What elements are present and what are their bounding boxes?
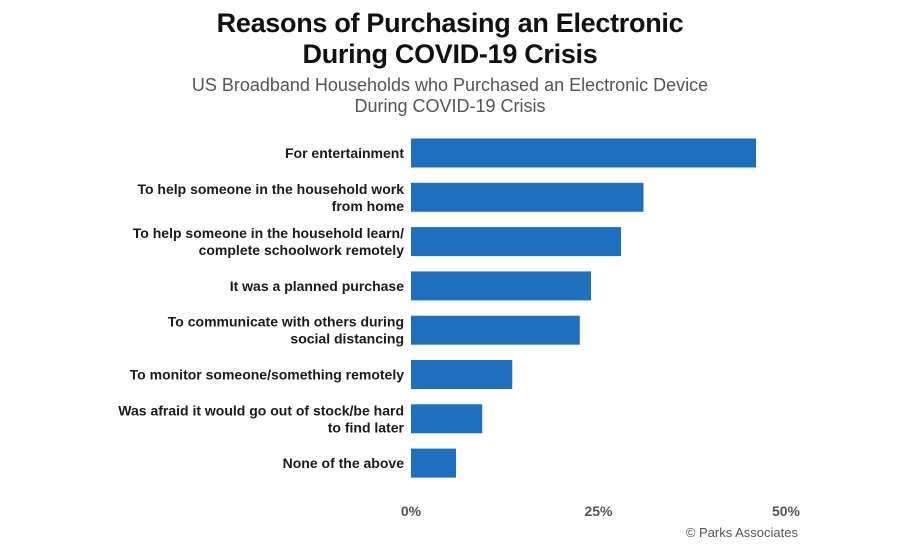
x-tick-label-1: 0% <box>401 503 422 519</box>
chart-subtitle: US Broadband Households who Purchased an… <box>0 75 900 117</box>
category-label-2-line-1: To help someone in the household work <box>137 181 404 197</box>
bar-1 <box>411 138 756 168</box>
source-credit: © Parks Associates <box>685 525 798 540</box>
bar-6 <box>411 360 513 389</box>
category-label-5-line-1: To communicate with others during <box>168 314 404 330</box>
bar-7 <box>411 404 483 434</box>
bar-8 <box>411 448 456 478</box>
chart-title: Reasons of Purchasing an Electronic Duri… <box>0 8 900 70</box>
x-tick-label-2: 25% <box>584 503 613 519</box>
chart-title-line-2: During COVID-19 Crisis <box>302 39 598 69</box>
category-label-3-line-1: To help someone in the household learn/ <box>133 225 404 241</box>
bar-5 <box>411 315 580 345</box>
category-label-5-line-2: social distancing <box>290 331 404 347</box>
category-label-7-line-1: Was afraid it would go out of stock/be h… <box>118 402 404 418</box>
bar-2 <box>411 182 644 212</box>
category-label-1-line-1: For entertainment <box>285 145 404 161</box>
category-label-2-line-2: from home <box>332 198 405 214</box>
chart-subtitle-line-1: US Broadband Households who Purchased an… <box>191 75 709 95</box>
category-label-3-line-2: complete schoolwork remotely <box>199 242 405 258</box>
category-label-4-line-1: It was a planned purchase <box>230 278 404 294</box>
category-label-7-line-2: to find later <box>328 419 405 435</box>
bar-4 <box>411 271 591 301</box>
chart-title-line-1: Reasons of Purchasing an Electronic <box>216 8 684 38</box>
x-tick-label-3: 50% <box>772 503 801 519</box>
category-label-6-line-1: To monitor someone/something remotely <box>130 367 405 383</box>
category-label-8-line-1: None of the above <box>283 455 405 471</box>
bar-3 <box>411 227 621 257</box>
chart-subtitle-line-2: During COVID-19 Crisis <box>354 96 546 116</box>
